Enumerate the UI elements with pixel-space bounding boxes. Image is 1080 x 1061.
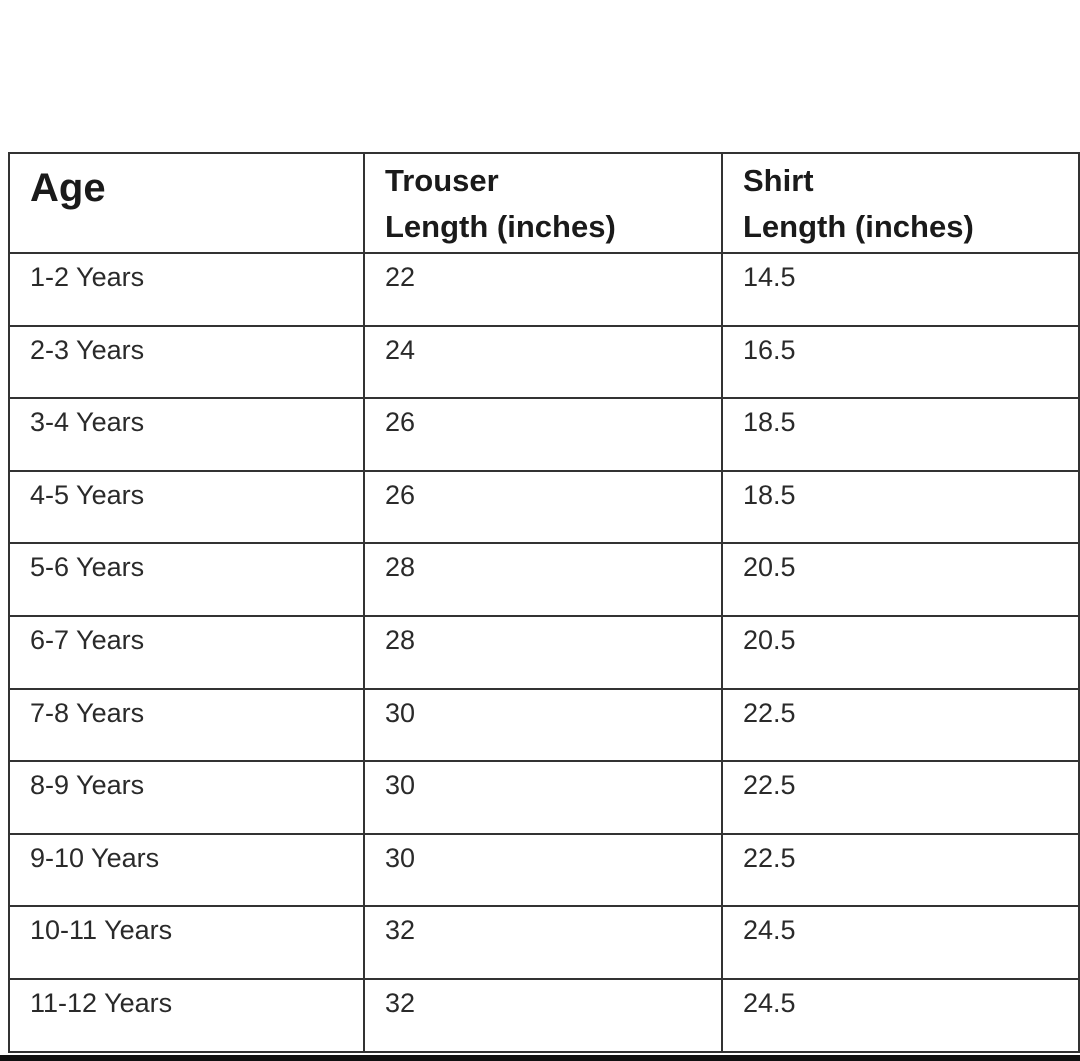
table-row: 11-12 Years 32 24.5	[8, 977, 1080, 1053]
cell-trouser: 24	[363, 324, 723, 400]
cell-trouser: 30	[363, 760, 723, 835]
cell-trouser: 28	[363, 542, 723, 617]
cell-age: 7-8 Years	[8, 687, 365, 763]
header-trouser-line2: Length (inches)	[385, 209, 616, 244]
cell-shirt: 16.5	[721, 324, 1080, 400]
cell-shirt: 24.5	[721, 977, 1080, 1053]
cell-age: 2-3 Years	[8, 324, 365, 400]
header-shirt-line1: Shirt	[743, 163, 814, 198]
cell-age: 1-2 Years	[8, 252, 365, 327]
cell-trouser: 30	[363, 687, 723, 763]
cell-shirt: 18.5	[721, 397, 1080, 472]
cell-shirt: 20.5	[721, 614, 1080, 690]
table-row: 4-5 Years 26 18.5	[8, 469, 1080, 545]
table-row: 2-3 Years 24 16.5	[8, 324, 1080, 400]
table-row: 9-10 Years 30 22.5	[8, 832, 1080, 908]
cell-age: 9-10 Years	[8, 832, 365, 908]
cell-shirt: 22.5	[721, 687, 1080, 763]
size-chart-table: Age Trouser Length (inches) Shirt Length (…	[8, 152, 1080, 1053]
cell-age: 6-7 Years	[8, 614, 365, 690]
header-row: Age Trouser Length (inches) Shirt Length (…	[8, 152, 1080, 254]
cell-age: 4-5 Years	[8, 469, 365, 545]
table-row: 8-9 Years 30 22.5	[8, 760, 1080, 835]
cell-trouser: 30	[363, 832, 723, 908]
header-age: Age	[8, 152, 365, 254]
table-row: 1-2 Years 22 14.5	[8, 252, 1080, 327]
cell-age: 11-12 Years	[8, 977, 365, 1053]
cell-shirt: 22.5	[721, 760, 1080, 835]
cell-trouser: 28	[363, 614, 723, 690]
cell-age: 8-9 Years	[8, 760, 365, 835]
cell-shirt: 14.5	[721, 252, 1080, 327]
table-row: 5-6 Years 28 20.5	[8, 542, 1080, 617]
cell-age: 10-11 Years	[8, 905, 365, 980]
cell-shirt: 20.5	[721, 542, 1080, 617]
header-trouser-line1: Trouser	[385, 163, 499, 198]
cell-trouser: 32	[363, 905, 723, 980]
header-trouser-length: Trouser Length (inches)	[363, 152, 723, 254]
cell-trouser: 26	[363, 469, 723, 545]
cell-trouser: 32	[363, 977, 723, 1053]
cell-age: 3-4 Years	[8, 397, 365, 472]
table-row: 6-7 Years 28 20.5	[8, 614, 1080, 690]
header-shirt-line2: Length (inches)	[743, 209, 974, 244]
cell-age: 5-6 Years	[8, 542, 365, 617]
cell-shirt: 22.5	[721, 832, 1080, 908]
cell-shirt: 24.5	[721, 905, 1080, 980]
table-row: 7-8 Years 30 22.5	[8, 687, 1080, 763]
cell-shirt: 18.5	[721, 469, 1080, 545]
cell-trouser: 22	[363, 252, 723, 327]
cell-trouser: 26	[363, 397, 723, 472]
header-shirt-length: Shirt Length (inches)	[721, 152, 1080, 254]
table-row: 3-4 Years 26 18.5	[8, 397, 1080, 472]
table-row: 10-11 Years 32 24.5	[8, 905, 1080, 980]
bottom-edge	[0, 1055, 1080, 1061]
